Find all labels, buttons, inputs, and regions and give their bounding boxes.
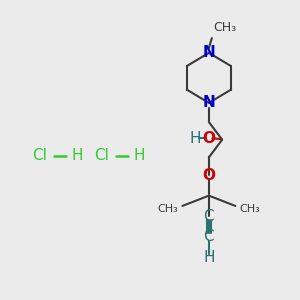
- Text: CH₃: CH₃: [157, 204, 178, 214]
- Text: Cl: Cl: [94, 148, 109, 164]
- Text: H: H: [203, 250, 214, 265]
- Text: O: O: [202, 167, 215, 182]
- Text: Cl: Cl: [32, 148, 47, 164]
- Text: O: O: [202, 131, 215, 146]
- Text: C: C: [204, 209, 214, 224]
- Text: H: H: [190, 131, 201, 146]
- Text: CH₃: CH₃: [213, 21, 236, 34]
- Text: H: H: [72, 148, 83, 164]
- Text: C: C: [204, 230, 214, 244]
- Text: N: N: [202, 45, 215, 60]
- Text: H: H: [134, 148, 145, 164]
- Text: CH₃: CH₃: [240, 204, 261, 214]
- Text: N: N: [202, 95, 215, 110]
